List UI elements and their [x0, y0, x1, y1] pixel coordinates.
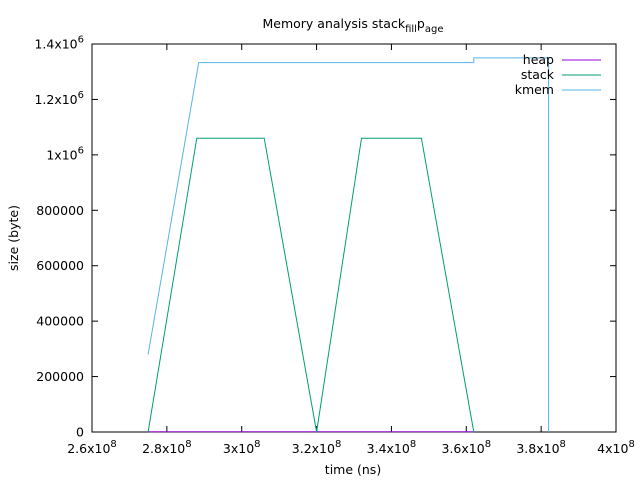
legend-label-stack: stack	[521, 67, 555, 82]
y-tick-label-1: 200000	[36, 369, 84, 384]
y-tick-label-5: 1x106	[46, 145, 84, 162]
x-tick-label-6: 3.8x108	[516, 439, 566, 456]
x-tick-label-3: 3.2x108	[292, 439, 342, 456]
chart-title: Memory analysis stackfillpage	[262, 16, 443, 35]
y-tick-label-7: 1.4x106	[34, 35, 84, 52]
chart-title-sub: fill	[405, 24, 417, 35]
legend-label-kmem: kmem	[515, 82, 554, 97]
x-axis: 2.6x108 2.8x108 3x108 3.2x108 3.4x108 3.6x108…	[67, 44, 635, 456]
y-axis-label: size (byte)	[6, 205, 21, 271]
x-tick-label-5: 3.6x108	[442, 439, 492, 456]
x-tick-label-1: 2.8x108	[142, 439, 192, 456]
series-layer	[147, 57, 550, 433]
series-line-kmem	[147, 57, 550, 432]
plot-frame	[91, 43, 617, 433]
y-tick-label-2: 400000	[36, 314, 84, 329]
x-tick-label-4: 3.4x108	[367, 439, 417, 456]
series-line-stack	[147, 137, 475, 433]
y-tick-label-0: 0	[76, 425, 84, 440]
legend-label-heap: heap	[523, 52, 554, 67]
y-tick-label-4: 800000	[36, 203, 84, 218]
x-tick-label-0: 2.6x108	[67, 439, 117, 456]
chart-title-main: Memory analysis stack	[262, 16, 405, 31]
x-tick-label-2: 3x108	[223, 439, 261, 456]
chart-title-sub2: age	[425, 24, 444, 35]
y-axis: 0 200000 400000 600000 800000 1x106 1.2x106 1.4…	[34, 35, 616, 440]
y-tick-label-3: 600000	[36, 258, 84, 273]
y-tick-label-6: 1.2x106	[34, 90, 84, 107]
x-axis-label: time (ns)	[325, 462, 381, 477]
chart-title-mid: p	[417, 16, 425, 31]
x-tick-label-7: 4x108	[597, 439, 635, 456]
